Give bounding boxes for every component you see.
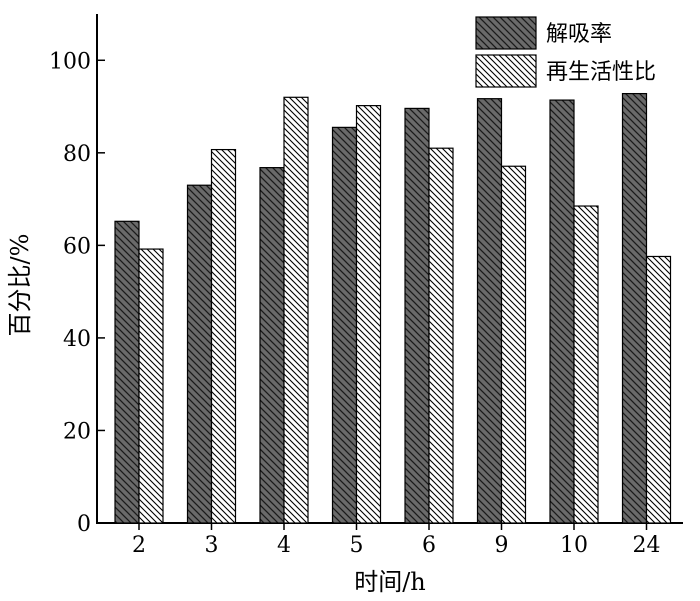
bar-series-1-6 xyxy=(428,147,454,524)
x-ticks: 2 3 4 5 6 9 10 24 xyxy=(132,523,661,558)
y-tick-label: 60 xyxy=(63,234,91,259)
bar-series-0-10 xyxy=(549,99,575,524)
x-tick-label: 2 xyxy=(132,533,146,558)
y-tick-label: 20 xyxy=(63,419,91,444)
y-tick-label: 100 xyxy=(49,49,91,74)
x-tick-label: 6 xyxy=(422,533,436,558)
bar-series-1-3 xyxy=(210,148,237,524)
bar-series-1-24 xyxy=(645,255,672,524)
x-tick-label: 10 xyxy=(560,533,588,558)
y-tick-label: 40 xyxy=(63,327,91,352)
bar-series-0-6 xyxy=(404,107,430,524)
y-axis-label: 百分比/% xyxy=(6,234,34,337)
x-tick-label: 4 xyxy=(277,533,291,558)
y-tick-label: 0 xyxy=(77,512,91,537)
x-tick-label: 5 xyxy=(350,533,364,558)
bar-series-1-9 xyxy=(500,165,527,524)
bar-series-1-4 xyxy=(283,96,309,524)
legend-swatch-series-0 xyxy=(475,16,537,50)
bar-series-0-24 xyxy=(621,92,648,524)
bar-series-1-2 xyxy=(138,248,164,524)
x-tick-label: 24 xyxy=(633,533,661,558)
legend-swatch-series-1 xyxy=(475,54,537,88)
bar-series-0-2 xyxy=(114,220,140,524)
x-axis-label: 时间/h xyxy=(354,568,426,596)
x-tick-label: 9 xyxy=(495,533,509,558)
legend-label-series-0: 解吸率 xyxy=(546,22,612,47)
x-tick-label: 3 xyxy=(205,533,219,558)
bars xyxy=(114,92,672,524)
y-tick-label: 80 xyxy=(63,142,91,167)
bar-series-0-4 xyxy=(259,167,285,524)
bar-series-1-10 xyxy=(573,205,599,524)
bar-series-0-9 xyxy=(476,98,503,524)
bar-series-1-5 xyxy=(355,105,382,524)
bar-series-0-5 xyxy=(331,126,358,524)
bar-series-0-3 xyxy=(186,184,213,524)
y-ticks: 0 20 40 60 80 100 xyxy=(49,49,105,537)
legend-label-series-1: 再生活性比 xyxy=(546,60,656,85)
legend: 解吸率 再生活性比 xyxy=(475,16,656,88)
